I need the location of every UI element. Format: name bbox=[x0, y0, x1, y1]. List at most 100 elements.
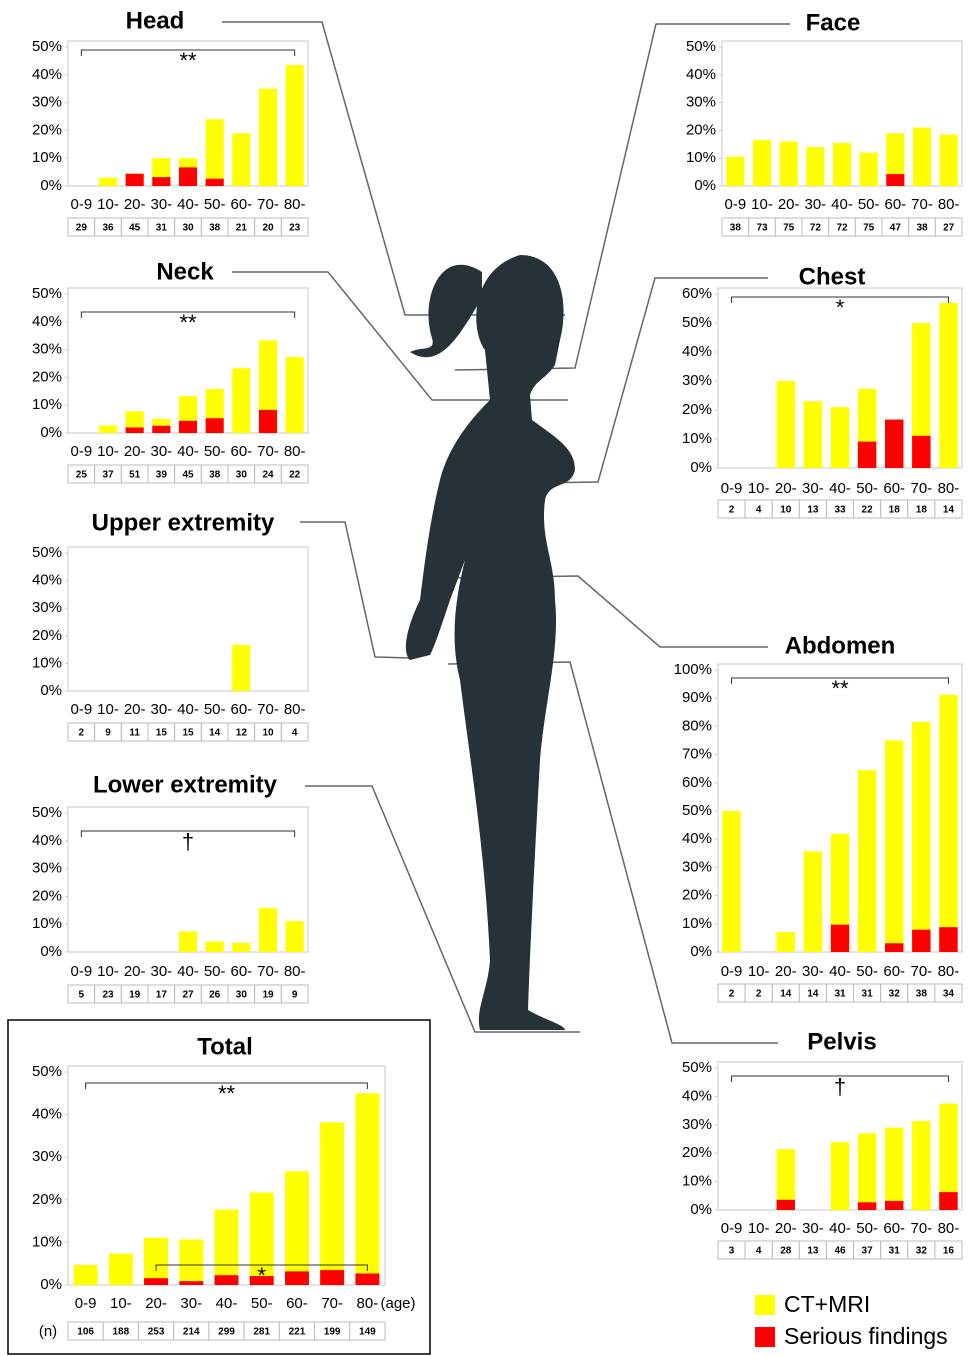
n-value: 20 bbox=[262, 223, 274, 234]
bar bbox=[912, 435, 931, 468]
bar bbox=[284, 1271, 309, 1285]
bar bbox=[205, 119, 224, 186]
x-tick-label: 20- bbox=[775, 1220, 797, 1237]
n-cell bbox=[934, 983, 963, 1003]
n-value: 13 bbox=[807, 1246, 819, 1257]
n-value: 30 bbox=[236, 470, 248, 481]
x-tick-label: 10- bbox=[110, 1295, 132, 1312]
significance-bracket bbox=[80, 49, 296, 56]
y-tick-label: 0% bbox=[690, 459, 712, 476]
y-tick-label: 10% bbox=[682, 1173, 712, 1190]
x-tick-label: 10- bbox=[751, 196, 773, 213]
y-tick-label: 10% bbox=[32, 915, 62, 932]
x-tick-label: 30- bbox=[150, 963, 172, 980]
bar bbox=[885, 740, 904, 952]
x-tick-label: 70- bbox=[910, 963, 932, 980]
bar bbox=[912, 127, 932, 186]
n-value: 73 bbox=[756, 223, 768, 234]
bar bbox=[178, 931, 198, 952]
n-value: 9 bbox=[292, 990, 298, 1001]
y-tick-label: 0% bbox=[690, 943, 712, 960]
n-value: 23 bbox=[289, 223, 301, 234]
y-tick-label: 20% bbox=[682, 401, 712, 418]
y-tick-label: 20% bbox=[32, 627, 62, 644]
significance-mark: † bbox=[834, 1074, 846, 1099]
y-tick-label: 40% bbox=[682, 343, 712, 360]
bar bbox=[214, 1275, 239, 1285]
significance-mark: ** bbox=[218, 1081, 236, 1106]
bar bbox=[803, 401, 823, 468]
bar bbox=[939, 1192, 958, 1210]
y-tick-label: 40% bbox=[32, 832, 62, 849]
legend-swatch bbox=[755, 1295, 775, 1315]
x-tick-label: 50- bbox=[204, 196, 226, 213]
y-tick-label: 40% bbox=[682, 1087, 712, 1104]
bar bbox=[912, 721, 931, 952]
chart-title: Head bbox=[126, 7, 185, 34]
n-value: 31 bbox=[834, 989, 846, 1000]
x-tick-label: 40- bbox=[177, 701, 199, 718]
legend-label: CT+MRI bbox=[784, 1291, 870, 1317]
n-value: 38 bbox=[916, 223, 928, 234]
x-tick-label: 50- bbox=[856, 963, 878, 980]
n-value: 30 bbox=[236, 990, 248, 1001]
y-tick-label: 50% bbox=[32, 804, 62, 821]
n-cell bbox=[280, 464, 309, 484]
bar bbox=[73, 1264, 98, 1285]
bar bbox=[830, 833, 850, 952]
y-tick-label: 40% bbox=[32, 313, 62, 330]
n-value: 72 bbox=[836, 223, 848, 234]
n-value: 11 bbox=[129, 728, 140, 739]
x-tick-label: 70- bbox=[910, 1220, 932, 1237]
y-tick-label: 60% bbox=[682, 774, 712, 791]
n-value: 38 bbox=[730, 223, 742, 234]
bar bbox=[885, 943, 904, 952]
y-tick-label: 20% bbox=[32, 1191, 62, 1208]
y-tick-label: 50% bbox=[682, 1059, 712, 1076]
bar bbox=[886, 133, 905, 186]
n-value: 12 bbox=[236, 728, 248, 739]
x-tick-label: 60- bbox=[230, 196, 252, 213]
n-value: 22 bbox=[289, 470, 301, 481]
y-tick-label: 80% bbox=[682, 717, 712, 734]
x-tick-label: 20- bbox=[145, 1295, 167, 1312]
chart-title: Chest bbox=[799, 263, 866, 290]
x-tick-label: 70- bbox=[910, 480, 932, 497]
bar bbox=[939, 694, 958, 952]
n-value: 4 bbox=[756, 505, 762, 516]
n-value: 31 bbox=[862, 989, 874, 1000]
bar bbox=[912, 323, 931, 468]
bar bbox=[830, 1142, 850, 1210]
y-tick-label: 10% bbox=[32, 1233, 62, 1250]
significance-mark: * bbox=[836, 295, 845, 320]
bar bbox=[722, 811, 741, 952]
plot-frame bbox=[67, 546, 309, 692]
bar bbox=[285, 357, 304, 433]
n-value: 47 bbox=[890, 223, 902, 234]
n-value: 23 bbox=[102, 990, 114, 1001]
x-tick-label: 80- bbox=[357, 1295, 379, 1312]
bar bbox=[179, 1281, 204, 1285]
x-tick-label: 10- bbox=[97, 443, 119, 460]
x-tick-label: 0-9 bbox=[70, 443, 92, 460]
chart-title: Pelvis bbox=[807, 1028, 876, 1055]
bar bbox=[830, 924, 850, 952]
bar bbox=[205, 941, 224, 952]
n-value: 26 bbox=[209, 990, 221, 1001]
bar bbox=[284, 1171, 309, 1285]
y-tick-label: 70% bbox=[682, 746, 712, 763]
y-tick-label: 30% bbox=[32, 94, 62, 111]
n-value: 75 bbox=[863, 223, 875, 234]
n-cell bbox=[280, 722, 309, 742]
n-value: 14 bbox=[807, 989, 819, 1000]
significance-bracket bbox=[85, 1082, 368, 1089]
x-tick-label: 20- bbox=[124, 443, 146, 460]
y-tick-label: 30% bbox=[32, 1148, 62, 1165]
bar bbox=[803, 851, 823, 952]
n-value: 22 bbox=[862, 505, 874, 516]
n-value: 45 bbox=[182, 470, 194, 481]
n-value: 3 bbox=[729, 1246, 735, 1257]
significance-mark: * bbox=[257, 1263, 266, 1288]
x-tick-label: 20- bbox=[124, 196, 146, 213]
